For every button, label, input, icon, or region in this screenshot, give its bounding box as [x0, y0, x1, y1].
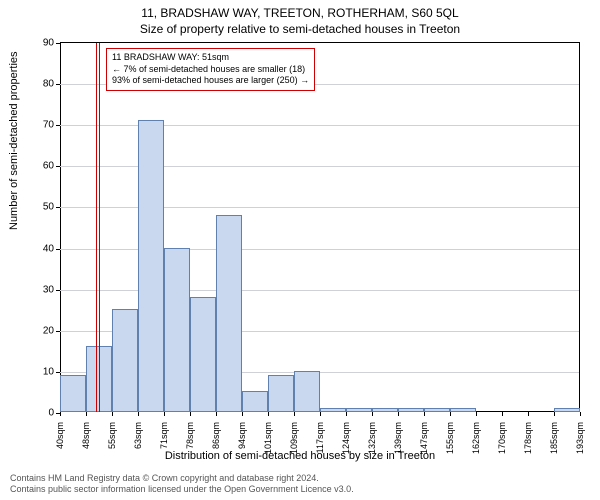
histogram-bar — [60, 375, 86, 412]
x-tick-label: 78sqm — [185, 418, 195, 449]
histogram-bar — [112, 309, 138, 412]
x-tick-label: 94sqm — [237, 418, 247, 449]
y-tick-label: 90 — [43, 38, 60, 49]
x-tick-label: 48sqm — [81, 418, 91, 449]
chart-container: 11, BRADSHAW WAY, TREETON, ROTHERHAM, S6… — [0, 0, 600, 500]
x-tick-mark — [86, 412, 87, 416]
plot-area: 010203040506070809040sqm48sqm55sqm63sqm7… — [60, 42, 580, 412]
x-tick-label: 155sqm — [445, 418, 455, 454]
x-tick-label: 55sqm — [107, 418, 117, 449]
x-tick-mark — [502, 412, 503, 416]
x-tick-mark — [138, 412, 139, 416]
x-tick-label: 109sqm — [289, 418, 299, 454]
histogram-bar — [320, 408, 346, 412]
x-tick-label: 162sqm — [471, 418, 481, 454]
footer-text: Contains HM Land Registry data © Crown c… — [10, 473, 354, 496]
x-tick-label: 132sqm — [367, 418, 377, 454]
x-tick-label: 170sqm — [497, 418, 507, 454]
x-tick-label: 71sqm — [159, 418, 169, 449]
x-tick-mark — [112, 412, 113, 416]
x-tick-label: 101sqm — [263, 418, 273, 454]
marker-line — [96, 43, 97, 412]
x-tick-label: 185sqm — [549, 418, 559, 454]
x-tick-label: 124sqm — [341, 418, 351, 454]
x-tick-mark — [294, 412, 295, 416]
y-tick-label: 50 — [43, 202, 60, 213]
x-tick-mark — [190, 412, 191, 416]
histogram-bar — [372, 408, 398, 412]
x-tick-mark — [268, 412, 269, 416]
histogram-bar — [216, 215, 242, 412]
x-tick-mark — [216, 412, 217, 416]
y-tick-label: 10 — [43, 366, 60, 377]
y-tick-label: 30 — [43, 284, 60, 295]
marker-line — [99, 43, 100, 412]
y-tick-label: 80 — [43, 79, 60, 90]
histogram-bar — [164, 248, 190, 412]
x-tick-label: 40sqm — [55, 418, 65, 449]
x-tick-mark — [554, 412, 555, 416]
x-tick-mark — [346, 412, 347, 416]
x-tick-mark — [476, 412, 477, 416]
footer-line-2: Contains public sector information licen… — [10, 484, 354, 496]
histogram-bar — [242, 391, 268, 412]
x-tick-label: 117sqm — [315, 418, 325, 453]
histogram-bar — [294, 371, 320, 412]
annotation-box: 11 BRADSHAW WAY: 51sqm← 7% of semi-detac… — [106, 48, 315, 91]
chart-title-main: 11, BRADSHAW WAY, TREETON, ROTHERHAM, S6… — [0, 0, 600, 20]
x-tick-mark — [242, 412, 243, 416]
chart-title-sub: Size of property relative to semi-detach… — [0, 20, 600, 36]
x-tick-mark — [60, 412, 61, 416]
histogram-bar — [346, 408, 372, 412]
x-tick-mark — [372, 412, 373, 416]
x-tick-label: 193sqm — [575, 418, 585, 454]
x-axis-label: Distribution of semi-detached houses by … — [0, 450, 600, 462]
x-tick-mark — [320, 412, 321, 416]
annotation-line: 11 BRADSHAW WAY: 51sqm — [112, 52, 309, 64]
histogram-bar — [138, 120, 164, 412]
x-tick-label: 139sqm — [393, 418, 403, 454]
y-tick-label: 70 — [43, 120, 60, 131]
y-tick-label: 40 — [43, 243, 60, 254]
x-tick-label: 178sqm — [523, 418, 533, 454]
x-tick-mark — [398, 412, 399, 416]
histogram-bar — [424, 408, 450, 412]
x-tick-label: 147sqm — [419, 418, 429, 454]
histogram-bar — [268, 375, 294, 412]
footer-line-1: Contains HM Land Registry data © Crown c… — [10, 473, 354, 485]
annotation-line: ← 7% of semi-detached houses are smaller… — [112, 64, 309, 76]
histogram-bar — [398, 408, 424, 412]
y-axis-line — [60, 43, 61, 412]
histogram-bar — [554, 408, 580, 412]
x-tick-mark — [528, 412, 529, 416]
x-tick-label: 86sqm — [211, 418, 221, 449]
y-tick-label: 0 — [48, 408, 60, 419]
x-tick-mark — [450, 412, 451, 416]
x-tick-mark — [164, 412, 165, 416]
histogram-bar — [450, 408, 476, 412]
y-tick-label: 20 — [43, 325, 60, 336]
y-tick-label: 60 — [43, 161, 60, 172]
annotation-line: 93% of semi-detached houses are larger (… — [112, 75, 309, 87]
x-tick-mark — [580, 412, 581, 416]
histogram-bar — [190, 297, 216, 412]
x-tick-label: 63sqm — [133, 418, 143, 449]
x-tick-mark — [424, 412, 425, 416]
y-axis-label: Number of semi-detached properties — [8, 51, 20, 230]
